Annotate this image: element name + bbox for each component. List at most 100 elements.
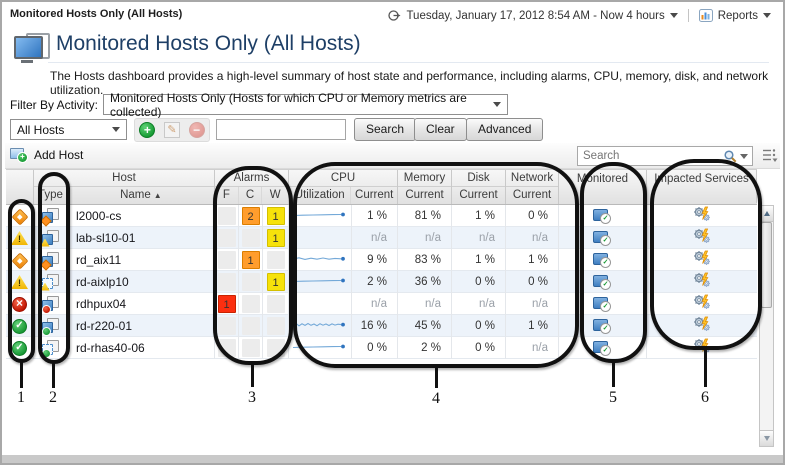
monitored-icon[interactable] xyxy=(593,296,612,312)
column-header-impacted-services[interactable]: Impacted Services xyxy=(647,170,757,203)
fatal-alarm-count[interactable]: 1 xyxy=(217,295,236,313)
monitored-icon[interactable] xyxy=(593,318,612,334)
critical-alarm-count[interactable] xyxy=(241,273,260,291)
host-name[interactable]: rd-rhas40-06 xyxy=(68,337,215,359)
fatal-alarm-count[interactable] xyxy=(217,229,236,247)
monitored-icon[interactable] xyxy=(593,208,612,224)
column-header-name[interactable]: Name ▲ xyxy=(120,189,162,201)
column-header-network-current[interactable]: Current xyxy=(512,189,552,201)
impacted-services-icon[interactable] xyxy=(693,338,712,359)
column-header-disk-current[interactable]: Current xyxy=(459,189,498,201)
critical-alarm-count[interactable] xyxy=(241,229,260,247)
host-name[interactable]: rdhpux04 xyxy=(68,293,215,315)
scrollbar-thumb[interactable] xyxy=(761,222,772,308)
reports-menu[interactable]: Reports xyxy=(698,9,771,22)
cpu-sparkline xyxy=(291,205,347,228)
network-current-value: 1 % xyxy=(506,249,559,271)
monitored-icon[interactable] xyxy=(593,340,612,356)
fatal-alarm-count[interactable] xyxy=(217,339,236,357)
breadcrumb[interactable]: Monitored Hosts Only (All Hosts) xyxy=(10,8,183,20)
warning-alarm-count[interactable] xyxy=(266,251,285,269)
fatal-alarm-count[interactable] xyxy=(217,273,236,291)
disk-current-value: n/a xyxy=(452,227,506,249)
scroll-up-button[interactable] xyxy=(760,206,773,222)
table-customizer-icon[interactable] xyxy=(762,148,779,163)
edit-list-icon[interactable]: ✎ xyxy=(163,122,180,138)
hosts-table: Host Type Name ▲ Alarms F C W CPU Utiliza… xyxy=(6,169,757,359)
column-header-warning[interactable]: W xyxy=(269,189,281,201)
monitored-icon[interactable] xyxy=(593,274,612,290)
fatal-alarm-count[interactable] xyxy=(217,251,236,269)
time-range-selector[interactable]: Tuesday, January 17, 2012 8:54 AM - Now … xyxy=(388,9,678,22)
table-search-input[interactable] xyxy=(578,150,723,162)
table-search-box[interactable] xyxy=(577,146,753,166)
table-row[interactable]: rd-rhas40-060 %2 %0 %n/a xyxy=(6,337,757,359)
critical-alarm-count[interactable] xyxy=(241,295,260,313)
table-row[interactable]: l2000-cs 2 1 1 % 81 % 1 % 0 % xyxy=(6,205,757,227)
add-list-icon[interactable]: + xyxy=(139,122,156,138)
page-title: Monitored Hosts Only (All Hosts) xyxy=(56,32,361,55)
column-header-type[interactable]: Type xyxy=(34,187,68,204)
chevron-down-icon xyxy=(763,13,771,18)
host-scope-select[interactable]: All Hosts xyxy=(10,119,127,140)
fatal-alarm-count[interactable] xyxy=(217,207,236,225)
network-current-value: n/a xyxy=(506,337,559,359)
activity-filter-select[interactable]: Monitored Hosts Only (Hosts for which CP… xyxy=(103,91,509,119)
impacted-services-icon[interactable] xyxy=(693,272,712,293)
host-type-icon xyxy=(41,273,61,291)
host-name[interactable]: rd-r220-01 xyxy=(68,315,215,337)
critical-alarm-count[interactable]: 2 xyxy=(241,207,260,225)
impacted-services-icon[interactable] xyxy=(693,206,712,227)
column-header-fatal[interactable]: F xyxy=(215,187,239,204)
warning-alarm-count[interactable] xyxy=(266,295,285,313)
column-group-host: Host xyxy=(34,170,214,187)
vertical-scrollbar[interactable] xyxy=(759,205,774,447)
host-name[interactable]: l2000-cs xyxy=(68,205,215,227)
clear-button[interactable]: Clear xyxy=(414,118,467,141)
column-header-monitored[interactable]: Monitored xyxy=(559,170,647,203)
monitored-icon[interactable] xyxy=(593,252,612,268)
arrow-up-icon xyxy=(763,211,770,216)
host-status-icon xyxy=(11,318,28,334)
chevron-down-icon xyxy=(669,13,678,18)
host-name[interactable]: rd-aixlp10 xyxy=(68,271,215,293)
warning-alarm-count[interactable] xyxy=(266,317,285,335)
scroll-down-button[interactable] xyxy=(760,430,773,446)
impacted-services-icon[interactable] xyxy=(693,250,712,271)
annotation-number-3: 3 xyxy=(248,389,256,406)
remove-list-icon[interactable]: − xyxy=(188,122,205,138)
column-header-cpu-current[interactable]: Current xyxy=(355,189,394,201)
critical-alarm-count[interactable]: 1 xyxy=(241,251,260,269)
warning-alarm-count[interactable] xyxy=(266,339,285,357)
table-row[interactable]: rd-r220-01 16 %45 %0 %1 % xyxy=(6,315,757,337)
cpu-current-value: n/a xyxy=(352,227,398,249)
warning-alarm-count[interactable]: 1 xyxy=(266,229,285,247)
column-header-memory-current[interactable]: Current xyxy=(405,189,444,201)
search-button[interactable]: Search xyxy=(354,118,417,141)
cpu-current-value: 16 % xyxy=(352,315,398,337)
warning-alarm-count[interactable]: 1 xyxy=(266,207,285,225)
host-name[interactable]: lab-sl10-01 xyxy=(68,227,215,249)
advanced-button[interactable]: Advanced xyxy=(466,118,544,141)
critical-alarm-count[interactable] xyxy=(241,339,260,357)
fatal-alarm-count[interactable] xyxy=(217,317,236,335)
time-range-icon xyxy=(388,10,401,21)
host-search-input[interactable] xyxy=(216,119,346,140)
table-row[interactable]: rd_aix11 1 9 % 83 % 1 % 1 % xyxy=(6,249,757,271)
network-current-value: n/a xyxy=(506,293,559,315)
impacted-services-icon[interactable] xyxy=(693,316,712,337)
monitored-icon[interactable] xyxy=(593,230,612,246)
add-host-button[interactable]: Add Host xyxy=(10,147,83,163)
impacted-services-icon[interactable] xyxy=(693,294,712,315)
warning-alarm-count[interactable]: 1 xyxy=(266,273,285,291)
memory-current-value: 2 % xyxy=(398,337,452,359)
critical-alarm-count[interactable] xyxy=(241,317,260,335)
impacted-services-icon[interactable] xyxy=(693,228,712,249)
host-name[interactable]: rd_aix11 xyxy=(68,249,215,271)
column-header-utilization[interactable]: Utilization xyxy=(289,187,352,204)
column-header-critical[interactable]: C xyxy=(239,187,263,204)
